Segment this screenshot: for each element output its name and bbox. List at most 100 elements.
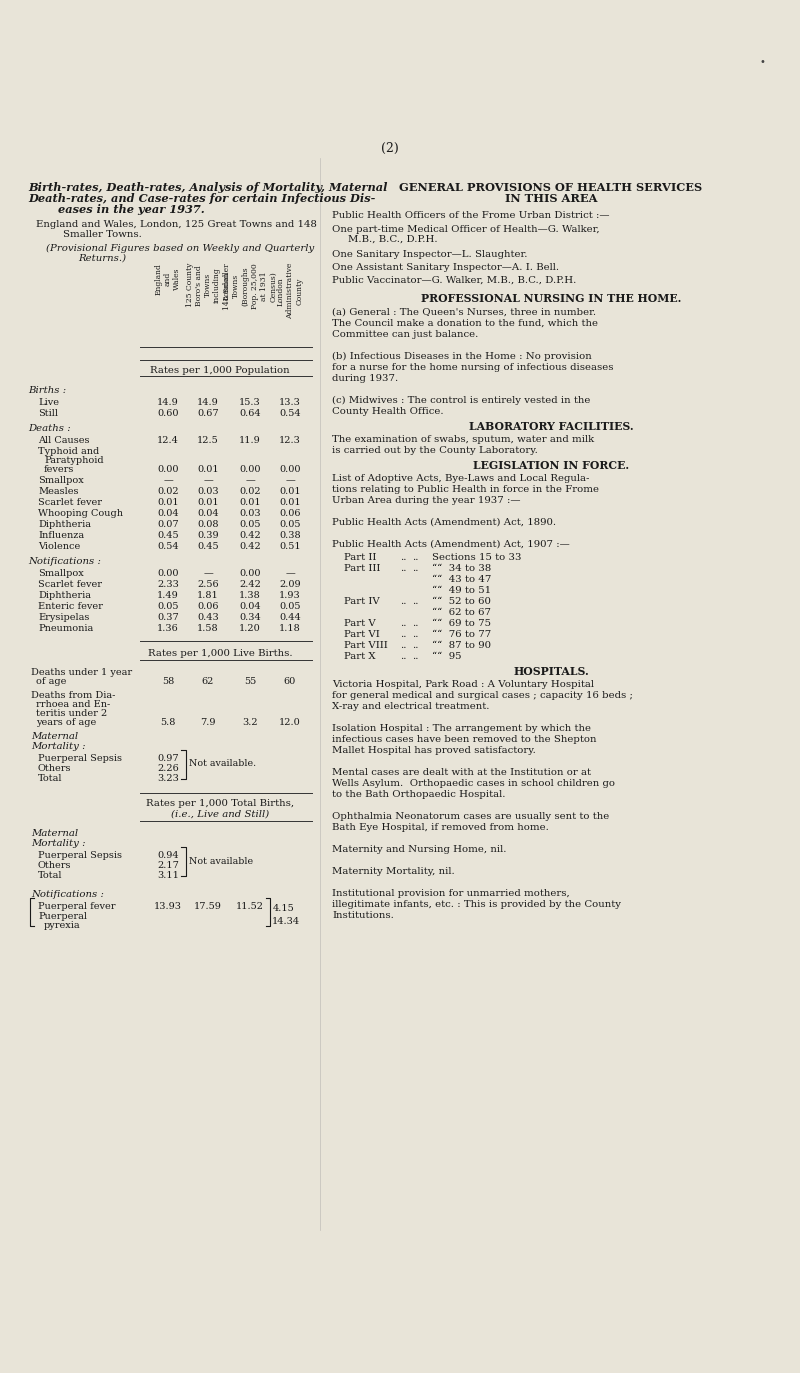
- Text: 7.9: 7.9: [200, 718, 216, 726]
- Text: ..: ..: [400, 619, 406, 627]
- Text: 1.18: 1.18: [279, 623, 301, 633]
- Text: 2.26: 2.26: [157, 763, 179, 773]
- Text: Institutional provision for unmarried mothers,: Institutional provision for unmarried mo…: [332, 888, 570, 898]
- Text: 2.17: 2.17: [157, 861, 179, 870]
- Text: ..: ..: [412, 553, 418, 562]
- Text: One part-time Medical Officer of Health—G. Walker,: One part-time Medical Officer of Health—…: [332, 225, 600, 233]
- Text: 13.3: 13.3: [279, 398, 301, 406]
- Text: Others: Others: [38, 861, 71, 870]
- Text: Violence: Violence: [38, 542, 80, 551]
- Text: Measles: Measles: [38, 487, 78, 496]
- Text: pyrexia: pyrexia: [44, 921, 81, 930]
- Text: (c) Midwives : The control is entirely vested in the: (c) Midwives : The control is entirely v…: [332, 395, 590, 405]
- Text: 0.34: 0.34: [239, 612, 261, 622]
- Text: ““  95: ““ 95: [432, 652, 462, 660]
- Text: 0.39: 0.39: [197, 531, 219, 540]
- Text: 12.3: 12.3: [279, 437, 301, 445]
- Text: (i.e., Live and Still): (i.e., Live and Still): [171, 810, 269, 820]
- Text: ..: ..: [400, 641, 406, 649]
- Text: Total: Total: [38, 774, 62, 783]
- Text: 5.8: 5.8: [160, 718, 176, 726]
- Text: 1.81: 1.81: [197, 590, 219, 600]
- Text: 1.20: 1.20: [239, 623, 261, 633]
- Text: 0.97: 0.97: [157, 754, 179, 763]
- Text: Maternity Mortality, nil.: Maternity Mortality, nil.: [332, 866, 454, 876]
- Text: Mallet Hospital has proved satisfactory.: Mallet Hospital has proved satisfactory.: [332, 746, 536, 755]
- Text: Part VIII: Part VIII: [344, 641, 388, 649]
- Text: —: —: [203, 568, 213, 578]
- Text: 1.58: 1.58: [197, 623, 219, 633]
- Text: Puerperal fever: Puerperal fever: [38, 902, 115, 912]
- Text: LEGISLATION IN FORCE.: LEGISLATION IN FORCE.: [473, 460, 629, 471]
- Text: 0.60: 0.60: [158, 409, 178, 417]
- Text: ..: ..: [412, 564, 418, 573]
- Text: County Health Office.: County Health Office.: [332, 406, 444, 416]
- Text: X-ray and electrical treatment.: X-ray and electrical treatment.: [332, 702, 490, 711]
- Text: of age: of age: [36, 677, 66, 686]
- Text: One Assistant Sanitary Inspector—A. I. Bell.: One Assistant Sanitary Inspector—A. I. B…: [332, 264, 559, 272]
- Text: IN THIS AREA: IN THIS AREA: [505, 194, 598, 205]
- Text: 0.51: 0.51: [279, 542, 301, 551]
- Text: ““  62 to 67: ““ 62 to 67: [432, 608, 491, 616]
- Text: ..: ..: [400, 553, 406, 562]
- Text: England and Wales, London, 125 Great Towns and 148: England and Wales, London, 125 Great Tow…: [36, 220, 317, 229]
- Text: Isolation Hospital : The arrangement by which the: Isolation Hospital : The arrangement by …: [332, 724, 591, 733]
- Text: The examination of swabs, sputum, water and milk: The examination of swabs, sputum, water …: [332, 435, 594, 443]
- Text: Influenza: Influenza: [38, 531, 84, 540]
- Text: 0.43: 0.43: [197, 612, 219, 622]
- Text: 0.94: 0.94: [157, 851, 179, 859]
- Text: 0.37: 0.37: [157, 612, 179, 622]
- Text: 0.00: 0.00: [158, 568, 178, 578]
- Text: 4.15: 4.15: [273, 903, 294, 913]
- Text: 12.4: 12.4: [157, 437, 179, 445]
- Text: Sections 15 to 33: Sections 15 to 33: [432, 553, 522, 562]
- Text: Part VI: Part VI: [344, 630, 380, 638]
- Text: Maternal: Maternal: [31, 829, 78, 838]
- Text: Mental cases are dealt with at the Institution or at: Mental cases are dealt with at the Insti…: [332, 768, 591, 777]
- Text: eases in the year 1937.: eases in the year 1937.: [58, 205, 205, 216]
- Text: Enteric fever: Enteric fever: [38, 601, 103, 611]
- Text: Mortality :: Mortality :: [31, 741, 86, 751]
- Text: Others: Others: [38, 763, 71, 773]
- Text: Rates per 1,000 Population: Rates per 1,000 Population: [150, 367, 290, 375]
- Text: Births :: Births :: [28, 386, 66, 395]
- Text: The Council make a donation to the fund, which the: The Council make a donation to the fund,…: [332, 319, 598, 328]
- Text: Diphtheria: Diphtheria: [38, 520, 91, 529]
- Text: Part II: Part II: [344, 553, 376, 562]
- Text: 11.52: 11.52: [236, 902, 264, 912]
- Text: 0.54: 0.54: [279, 409, 301, 417]
- Text: 2.56: 2.56: [197, 579, 219, 589]
- Text: 0.01: 0.01: [279, 487, 301, 496]
- Text: 1.38: 1.38: [239, 590, 261, 600]
- Text: Erysipelas: Erysipelas: [38, 612, 90, 622]
- Text: 0.05: 0.05: [279, 520, 301, 529]
- Text: (Provisional Figures based on Weekly and Quarterly: (Provisional Figures based on Weekly and…: [46, 244, 314, 253]
- Text: ““  43 to 47: ““ 43 to 47: [432, 575, 491, 584]
- Text: —: —: [203, 476, 213, 485]
- Text: ..: ..: [412, 652, 418, 660]
- Text: 13.93: 13.93: [154, 902, 182, 912]
- Text: •: •: [759, 58, 765, 67]
- Text: (a) General : The Queen's Nurses, three in number.: (a) General : The Queen's Nurses, three …: [332, 308, 596, 317]
- Text: Rates per 1,000 Total Births,: Rates per 1,000 Total Births,: [146, 799, 294, 807]
- Text: 0.01: 0.01: [197, 465, 219, 474]
- Text: Typhoid and: Typhoid and: [38, 448, 99, 456]
- Text: Returns.): Returns.): [78, 254, 126, 264]
- Text: Deaths from Dia-: Deaths from Dia-: [31, 691, 115, 700]
- Text: Victoria Hospital, Park Road : A Voluntary Hospital: Victoria Hospital, Park Road : A Volunta…: [332, 680, 594, 689]
- Text: to the Bath Orthopaedic Hospital.: to the Bath Orthopaedic Hospital.: [332, 789, 506, 799]
- Text: 0.00: 0.00: [239, 465, 261, 474]
- Text: 0.06: 0.06: [198, 601, 218, 611]
- Text: ..: ..: [412, 597, 418, 605]
- Text: 0.01: 0.01: [197, 498, 219, 507]
- Text: 0.05: 0.05: [239, 520, 261, 529]
- Text: Bath Eye Hospital, if removed from home.: Bath Eye Hospital, if removed from home.: [332, 822, 549, 832]
- Text: 0.08: 0.08: [198, 520, 218, 529]
- Text: All Causes: All Causes: [38, 437, 90, 445]
- Text: 17.59: 17.59: [194, 902, 222, 912]
- Text: Still: Still: [38, 409, 58, 417]
- Text: infectious cases have been removed to the Shepton: infectious cases have been removed to th…: [332, 735, 597, 744]
- Text: Institutions.: Institutions.: [332, 912, 394, 920]
- Text: Notifications :: Notifications :: [28, 557, 101, 566]
- Text: 2.42: 2.42: [239, 579, 261, 589]
